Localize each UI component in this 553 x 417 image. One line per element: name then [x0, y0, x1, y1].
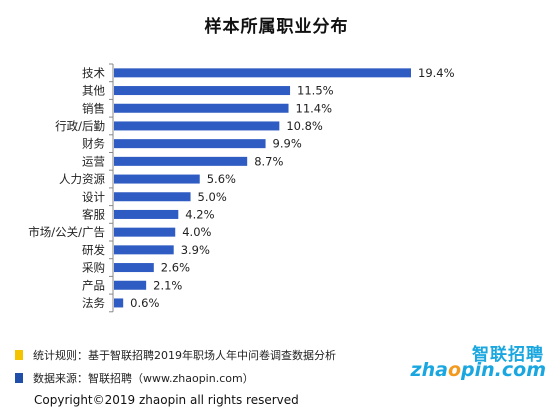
value-label: 4.2%: [185, 207, 214, 221]
source-text: 数据来源：智联招聘（www.zhaopin.com）: [33, 372, 254, 385]
value-label: 5.0%: [198, 190, 227, 204]
value-label: 0.6%: [130, 296, 159, 310]
bar: [114, 86, 291, 96]
zhaopin-logo: 智联招聘 zhaopin.com: [411, 340, 548, 384]
bar: [114, 121, 280, 131]
logo-cn-text: 智联招聘: [472, 345, 544, 365]
bar: [114, 298, 124, 308]
rule-text: 统计规则：基于智联招聘2019年职场人年中问卷调查数据分析: [33, 349, 336, 362]
bar: [114, 280, 147, 290]
category-label: 技术: [82, 66, 105, 80]
rule-marker: [15, 350, 23, 360]
category-label: 采购: [82, 261, 105, 275]
category-label: 研发: [82, 243, 105, 257]
category-axis-ticks: [109, 63, 113, 313]
value-label: 8.7%: [254, 154, 283, 168]
bar: [114, 245, 174, 255]
value-label: 11.5%: [297, 84, 334, 98]
value-label: 2.6%: [161, 261, 190, 275]
value-label: 19.4%: [418, 66, 455, 80]
category-label: 法务: [82, 296, 105, 310]
chart-title: 样本所属职业分布: [204, 17, 349, 37]
bar: [114, 174, 200, 184]
bar-chart: 技术其他销售行政/后勤财务运营人力资源设计客服市场/公关/广告研发采购产品法务 …: [28, 63, 455, 313]
category-label: 行政/后勤: [55, 119, 105, 133]
bar: [114, 227, 176, 237]
value-label: 5.6%: [207, 172, 236, 186]
bar: [114, 209, 179, 219]
copyright-text: Copyright©2019 zhaopin all rights reserv…: [34, 393, 299, 407]
value-label: 9.9%: [273, 137, 302, 151]
category-label: 客服: [82, 207, 105, 221]
category-label: 人力资源: [59, 172, 105, 186]
category-label: 产品: [82, 278, 105, 292]
value-label: 11.4%: [296, 101, 333, 115]
value-label: 10.8%: [286, 119, 323, 133]
bar: [114, 263, 154, 273]
category-label: 运营: [82, 154, 105, 168]
category-label: 其他: [82, 84, 105, 98]
value-label: 4.0%: [182, 225, 211, 239]
category-label: 财务: [82, 137, 105, 151]
value-labels: 19.4% 11.5% 11.4% 10.8% 9.9% 8.7% 5.6% 5.0% 4.2%…: [130, 66, 454, 310]
bar: [114, 192, 191, 202]
source-note: 数据来源：智联招聘（www.zhaopin.com）: [15, 370, 254, 386]
rule-note: 统计规则：基于智联招聘2019年职场人年中问卷调查数据分析: [15, 347, 336, 363]
bar: [114, 103, 289, 113]
logo-en-text: zhaopin.com: [410, 359, 546, 381]
value-label: 2.1%: [153, 278, 182, 292]
bar: [114, 156, 248, 166]
category-label: 设计: [82, 190, 105, 204]
source-marker: [15, 373, 23, 383]
bars-group: [114, 68, 411, 308]
value-label: 3.9%: [181, 243, 210, 257]
category-label: 销售: [82, 101, 105, 115]
category-label: 市场/公关/广告: [28, 225, 105, 239]
bar: [114, 68, 411, 78]
bar: [114, 139, 266, 149]
